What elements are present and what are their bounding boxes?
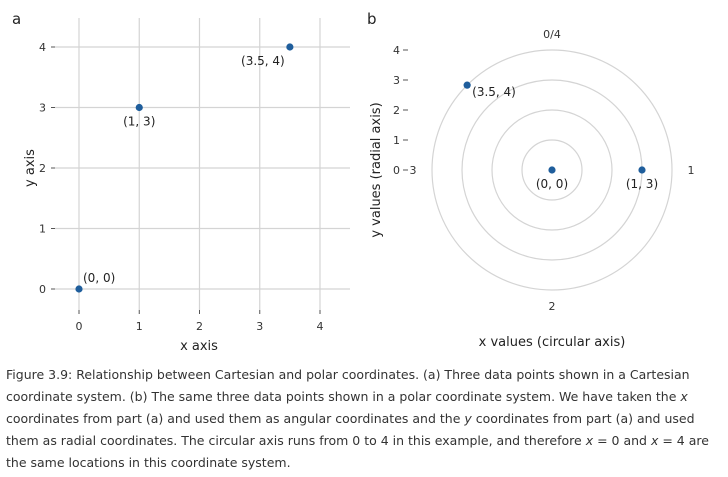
radial-tick-label: 0 <box>393 164 400 177</box>
angular-tick-label: 1 <box>688 164 695 177</box>
data-point <box>135 103 143 112</box>
point-label: (1, 3) <box>123 115 155 129</box>
data-point <box>638 166 646 174</box>
caption-variable: x <box>585 433 594 448</box>
radial-tick-label: 1 <box>393 134 400 147</box>
y-tick-label: 4 <box>39 41 46 54</box>
radial-gridline <box>521 139 583 201</box>
panel-b-letter: b <box>367 10 377 28</box>
caption-variable: x <box>680 389 688 404</box>
point-label: (0, 0) <box>536 177 568 191</box>
y-tick-label: 1 <box>39 223 46 236</box>
point-label: (0, 0) <box>83 271 115 285</box>
x-tick-label: 4 <box>317 320 324 333</box>
radial-gridline <box>491 109 613 231</box>
data-point <box>75 285 83 293</box>
caption-text: coordinates from part (a) and used them … <box>6 411 465 426</box>
data-point <box>286 43 294 51</box>
cartesian-grid <box>51 18 350 314</box>
point-label: (1, 3) <box>626 177 658 191</box>
figure-caption: Figure 3.9: Relationship between Cartesi… <box>6 364 722 474</box>
caption-text: = 4 are the same locations in this coord… <box>6 433 709 470</box>
y-tick-label: 0 <box>39 283 46 296</box>
x-tick-label: 3 <box>256 320 263 333</box>
x-tick-label: 0 <box>76 320 83 333</box>
angular-tick-label: 3 <box>410 164 417 177</box>
angular-tick-label: 2 <box>549 300 556 313</box>
caption-text: coordinates from part (a) and used them … <box>6 411 695 448</box>
y-tick-label: 2 <box>39 162 46 175</box>
cartesian-tick-labels: 0 1 2 3 4 0 1 2 3 4 <box>39 41 324 333</box>
radial-tick-label: 3 <box>393 74 400 87</box>
cartesian-points: (0, 0) (1, 3) (3.5, 4) <box>75 43 294 293</box>
caption-variable: x <box>650 433 659 448</box>
caption-text: Figure 3.9: Relationship between Cartesi… <box>6 367 690 404</box>
angular-tick-label: 0/4 <box>543 28 561 41</box>
point-label: (3.5, 4) <box>241 54 285 68</box>
caption-variable: y <box>464 411 472 426</box>
panel-a-letter: a <box>12 10 21 28</box>
y-axis-title: y axis <box>23 149 38 187</box>
circular-axis-title: x values (circular axis) <box>479 335 626 350</box>
data-point <box>463 81 471 89</box>
cartesian-panel: a 0 1 2 3 4 0 1 2 3 4 (0, 0) (1, 3) (3.5, 4) x axis… <box>12 10 350 354</box>
radial-axis-title: y values (radial axis) <box>369 102 384 237</box>
x-tick-label: 1 <box>136 320 143 333</box>
x-axis-title: x axis <box>180 339 218 354</box>
x-tick-label: 2 <box>196 320 203 333</box>
figure: a 0 1 2 3 4 0 1 2 3 4 (0, 0) (1, 3) (3.5, 4) x axis… <box>12 10 695 354</box>
point-label: (3.5, 4) <box>472 85 516 99</box>
radial-tick-label: 2 <box>393 104 400 117</box>
y-tick-label: 3 <box>39 102 46 115</box>
radial-tick-label: 4 <box>393 44 400 57</box>
polar-points: (0, 0) (1, 3) (3.5, 4) <box>463 81 658 191</box>
caption-text: = 0 and <box>593 433 651 448</box>
radial-gridline <box>431 49 673 291</box>
data-point <box>548 166 556 174</box>
